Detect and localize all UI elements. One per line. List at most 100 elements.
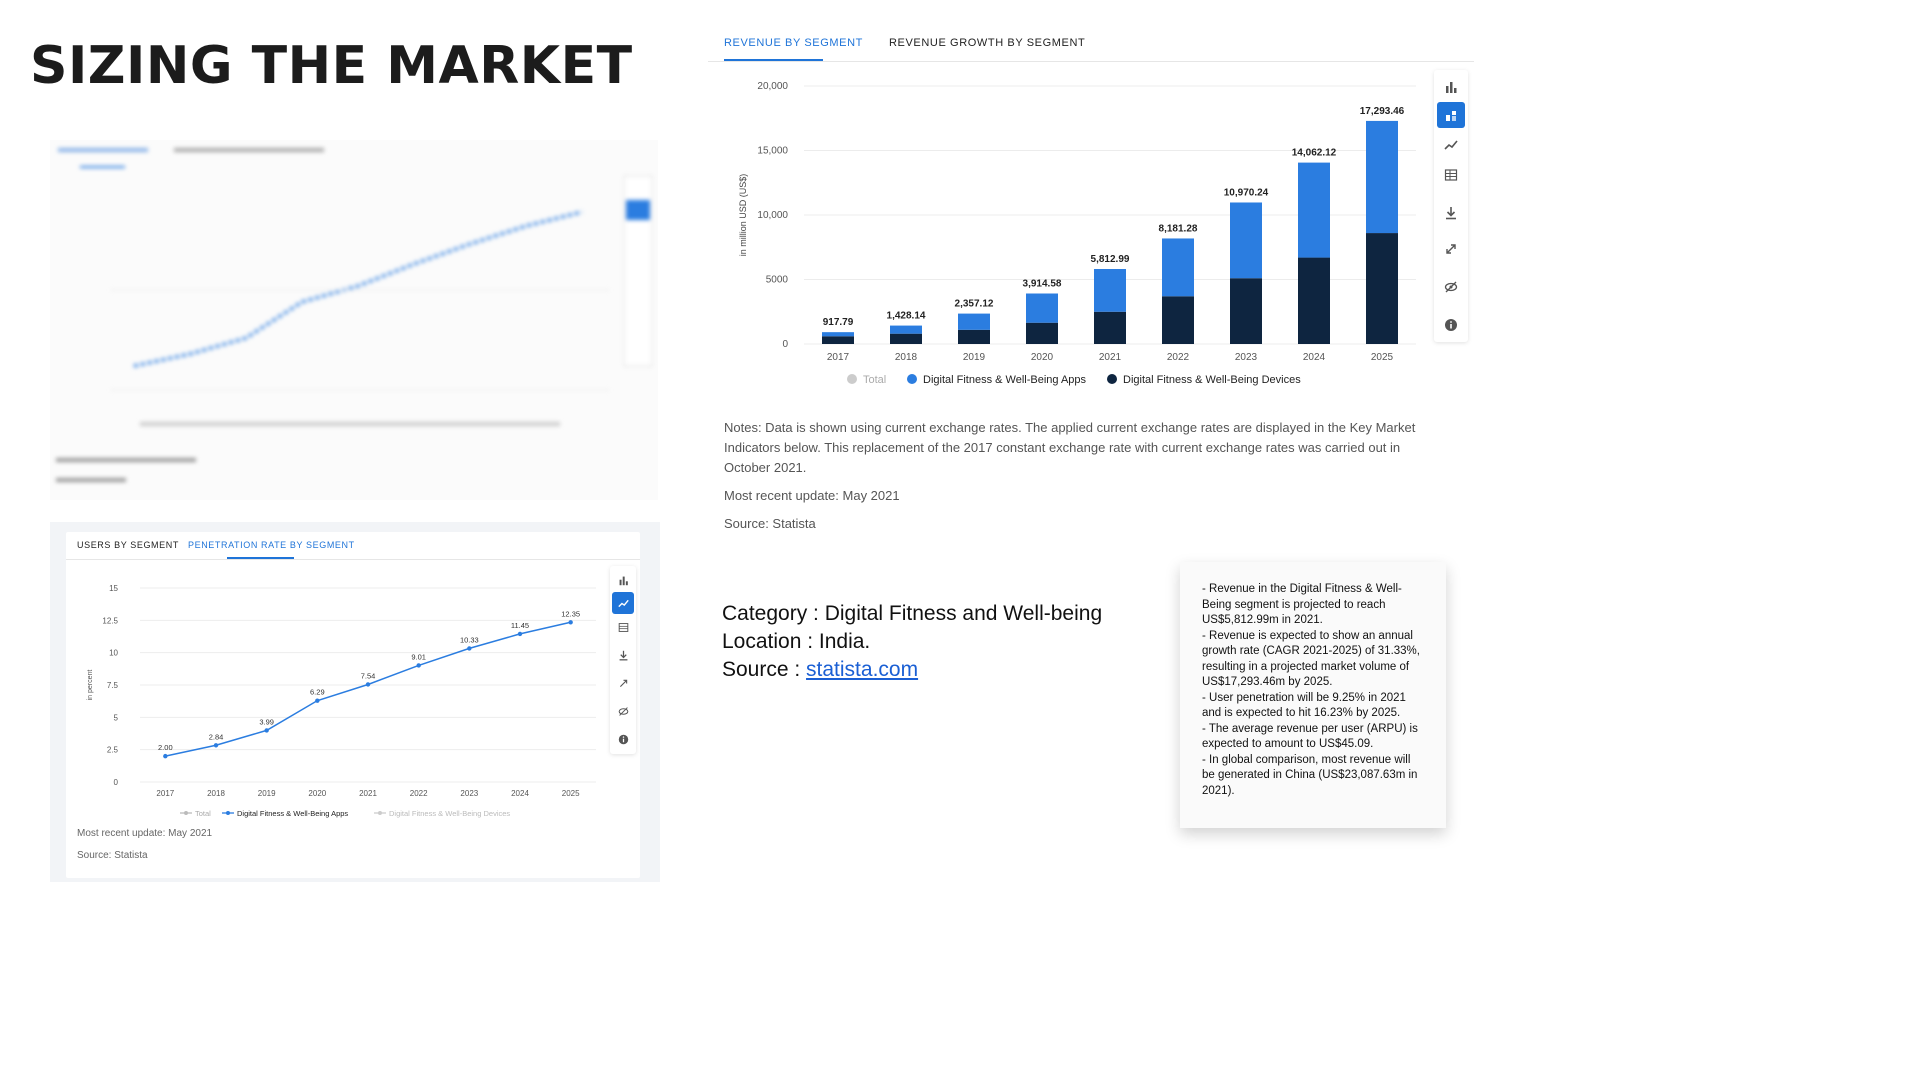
data-label: 7.54 — [361, 671, 376, 680]
data-point — [213, 743, 219, 748]
note-line: US$5,812.99m in 2021. — [1202, 614, 1323, 626]
hide-icon[interactable] — [612, 700, 634, 722]
y-tick-label: 10 — [109, 649, 118, 658]
bar-apps — [890, 325, 922, 334]
table-icon[interactable] — [612, 616, 634, 638]
x-tick-label: 2020 — [1031, 352, 1054, 363]
stacked-bar-icon[interactable] — [1437, 102, 1465, 128]
y-tick-label: 0 — [782, 339, 788, 350]
download-icon[interactable] — [1437, 200, 1465, 226]
table-icon[interactable] — [1437, 162, 1465, 188]
note-line: - In global comparison, most revenue wil… — [1202, 753, 1411, 766]
note-line: - Revenue in the Digital Fitness & Well- — [1202, 583, 1402, 595]
y-tick-label: 10,000 — [757, 210, 788, 221]
active-tab-underline — [227, 557, 294, 559]
legend-label: Digital Fitness & Well-Being Devices — [1123, 374, 1301, 386]
bar-apps — [1366, 120, 1398, 234]
tab-penetration-rate-by-segment[interactable]: PENETRATION RATE BY SEGMENT — [188, 540, 355, 550]
note-line: be generated in China (US$23,087.63m in — [1202, 769, 1418, 781]
apps-series-line — [165, 621, 571, 757]
tab-revenue-growth-by-segment[interactable]: REVENUE GROWTH BY SEGMENT — [889, 37, 1086, 49]
bar-apps — [1298, 162, 1330, 258]
data-point — [416, 663, 421, 668]
bar-apps — [1230, 202, 1262, 279]
x-tick-label: 2024 — [511, 789, 529, 798]
y-tick-label: 5000 — [766, 275, 789, 286]
legend-marker — [378, 811, 382, 815]
bar-apps — [1026, 293, 1058, 323]
bar-devices — [1026, 322, 1058, 344]
chart-notes: Notes: Data is shown using current excha… — [724, 418, 1424, 542]
x-tick-label: 2019 — [963, 352, 986, 363]
category-line: Category : Digital Fitness and Well-bein… — [722, 602, 1103, 625]
y-tick-label: 0 — [114, 778, 119, 787]
x-tick-label: 2018 — [895, 352, 918, 363]
bar-devices — [1230, 278, 1262, 344]
data-point — [517, 631, 523, 637]
data-label: 9.01 — [411, 652, 426, 661]
download-icon[interactable] — [612, 644, 634, 666]
bar-total-label: 917.79 — [823, 317, 854, 328]
x-tick-label: 2022 — [410, 789, 428, 798]
bar-total-label: 5,812.99 — [1091, 254, 1130, 265]
tab-users-by-segment[interactable]: USERS BY SEGMENT — [77, 540, 179, 550]
y-tick-label: 20,000 — [757, 81, 788, 92]
x-tick-label: 2021 — [1099, 352, 1122, 363]
expand-icon[interactable] — [612, 672, 634, 694]
bar-chart-icon[interactable] — [1437, 74, 1465, 100]
x-tick-label: 2023 — [1235, 352, 1258, 363]
y-tick-label: 7.5 — [107, 681, 119, 690]
x-tick-label: 2020 — [308, 789, 326, 798]
data-label: 6.29 — [310, 688, 325, 697]
bar-devices — [1162, 296, 1194, 344]
summary-note-card: - Revenue in the Digital Fitness & Well-… — [1180, 562, 1446, 828]
bar-devices — [1298, 257, 1330, 344]
penetration-rate-line-chart: 0 2.5 5 7.5 10 12.5 15 in percent 2.00 2017 2.84 20… — [87, 584, 596, 818]
tab-divider — [66, 559, 640, 560]
x-tick-label: 2019 — [258, 789, 276, 798]
bar-total-label: 17,293.46 — [1360, 106, 1405, 117]
hide-icon[interactable] — [1437, 274, 1465, 300]
data-point — [568, 620, 573, 625]
y-axis-label: in million USD (US$) — [738, 174, 748, 257]
data-label: 11.45 — [511, 621, 529, 630]
info-icon[interactable] — [1437, 312, 1465, 338]
statista-link[interactable]: statista.com — [806, 658, 919, 681]
y-tick-label: 2.5 — [107, 746, 119, 755]
legend-label: Total — [863, 374, 886, 386]
x-tick-label: 2018 — [207, 789, 225, 798]
legend-label: Digital Fitness & Well-Being Apps — [923, 374, 1087, 386]
x-tick-label: 2017 — [156, 789, 174, 798]
legend-marker — [1107, 374, 1117, 384]
bar-total-label: 2,357.12 — [955, 299, 994, 310]
data-label: 3.99 — [259, 717, 274, 726]
tab-revenue-by-segment[interactable]: REVENUE BY SEGMENT — [724, 37, 863, 49]
bottom-recent-update: Most recent update: May 2021 — [77, 828, 213, 839]
x-tick-label: 2025 — [562, 789, 580, 798]
expand-icon[interactable] — [1437, 236, 1465, 262]
y-tick-label: 15 — [109, 584, 118, 593]
legend-marker — [226, 811, 230, 815]
line-chart-icon[interactable] — [612, 592, 634, 614]
bar-chart-icon[interactable] — [612, 569, 634, 591]
note-line: - The average revenue per user (ARPU) is — [1202, 722, 1418, 735]
data-label: 12.35 — [561, 609, 580, 618]
info-icon[interactable] — [612, 728, 634, 750]
bar-total-label: 10,970.24 — [1224, 187, 1269, 198]
bottom-source: Source: Statista — [77, 850, 148, 861]
note-line: - User penetration will be 9.25% in 2021 — [1202, 691, 1406, 704]
bar-apps — [958, 313, 990, 330]
note-line: expected to amount to US$45.09. — [1202, 738, 1374, 750]
data-point — [365, 682, 371, 687]
data-label: 2.00 — [158, 743, 173, 752]
bar-apps — [1162, 238, 1194, 297]
legend-marker — [184, 811, 188, 815]
y-tick-label: 12.5 — [102, 616, 118, 625]
bar-total-label: 3,914.58 — [1023, 279, 1062, 290]
recent-update: Most recent update: May 2021 — [724, 488, 900, 503]
legend-label: Digital Fitness & Well-Being Devices — [389, 809, 510, 818]
legend-marker — [847, 374, 857, 384]
penetration-rate-panel: USERS BY SEGMENT PENETRATION RATE BY SEG… — [50, 522, 660, 882]
line-chart-icon[interactable] — [1437, 132, 1465, 158]
main-chart-toolbar — [1434, 70, 1468, 342]
